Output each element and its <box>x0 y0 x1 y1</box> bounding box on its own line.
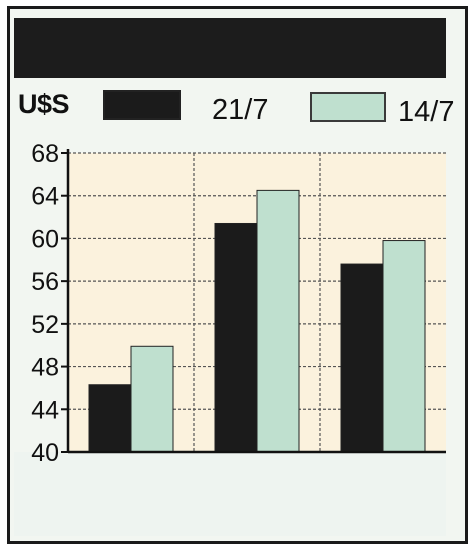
y-tick-label: 56 <box>31 268 59 296</box>
bar-series-a <box>214 222 258 453</box>
y-tick-label: 52 <box>31 311 59 339</box>
y-tick-label: 64 <box>31 183 59 211</box>
bar-series-a <box>88 384 132 453</box>
y-tick-label: 44 <box>31 396 59 424</box>
plot-lower-strip <box>14 452 446 536</box>
y-tick-label: 68 <box>31 140 59 168</box>
legend-swatch-series-b <box>310 92 386 122</box>
bar-series-b <box>256 189 300 453</box>
bar-series-b <box>382 240 426 453</box>
legend-label-series-a: 21/7 <box>212 94 269 126</box>
y-tick-label: 48 <box>31 354 59 382</box>
bar-series-a <box>340 263 384 453</box>
chart-title-bar <box>14 18 446 78</box>
legend-label-series-b: 14/7 <box>398 96 455 128</box>
y-tick-label: 60 <box>31 225 59 253</box>
legend-swatch-series-a <box>103 90 181 120</box>
y-tick-label: 40 <box>31 439 59 467</box>
legend-unit-label: U$S <box>18 89 70 119</box>
bar-series-b <box>130 345 174 453</box>
